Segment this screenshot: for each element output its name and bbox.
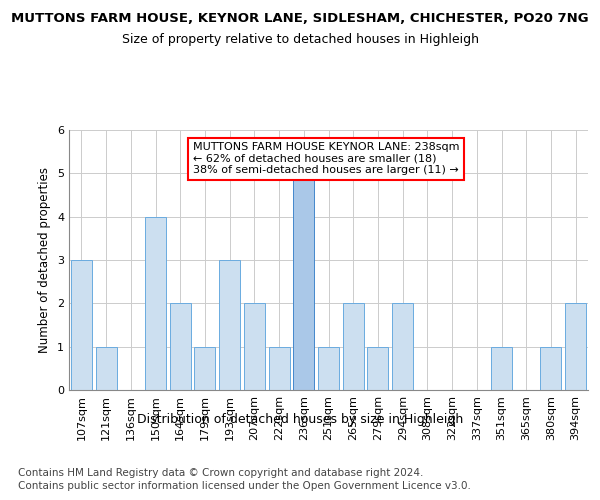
Bar (194, 346, 215, 390)
Bar (565, 304, 586, 390)
Bar (95, 346, 116, 390)
Bar (343, 304, 364, 390)
Text: Contains HM Land Registry data © Crown copyright and database right 2024.: Contains HM Land Registry data © Crown c… (18, 468, 424, 477)
Bar (244, 304, 265, 390)
Text: Distribution of detached houses by size in Highleigh: Distribution of detached houses by size … (137, 412, 463, 426)
Bar (541, 346, 562, 390)
Y-axis label: Number of detached properties: Number of detached properties (38, 167, 52, 353)
Text: MUTTONS FARM HOUSE KEYNOR LANE: 238sqm
← 62% of detached houses are smaller (18): MUTTONS FARM HOUSE KEYNOR LANE: 238sqm ←… (193, 142, 459, 176)
Bar (392, 304, 413, 390)
Bar (367, 346, 388, 390)
Bar (219, 260, 240, 390)
Bar (491, 346, 512, 390)
Bar (318, 346, 339, 390)
Text: Size of property relative to detached houses in Highleigh: Size of property relative to detached ho… (121, 32, 479, 46)
Bar (293, 174, 314, 390)
Text: Contains public sector information licensed under the Open Government Licence v3: Contains public sector information licen… (18, 481, 471, 491)
Bar (145, 216, 166, 390)
Bar (269, 346, 290, 390)
Text: MUTTONS FARM HOUSE, KEYNOR LANE, SIDLESHAM, CHICHESTER, PO20 7NG: MUTTONS FARM HOUSE, KEYNOR LANE, SIDLESH… (11, 12, 589, 26)
Bar (71, 260, 92, 390)
Bar (170, 304, 191, 390)
